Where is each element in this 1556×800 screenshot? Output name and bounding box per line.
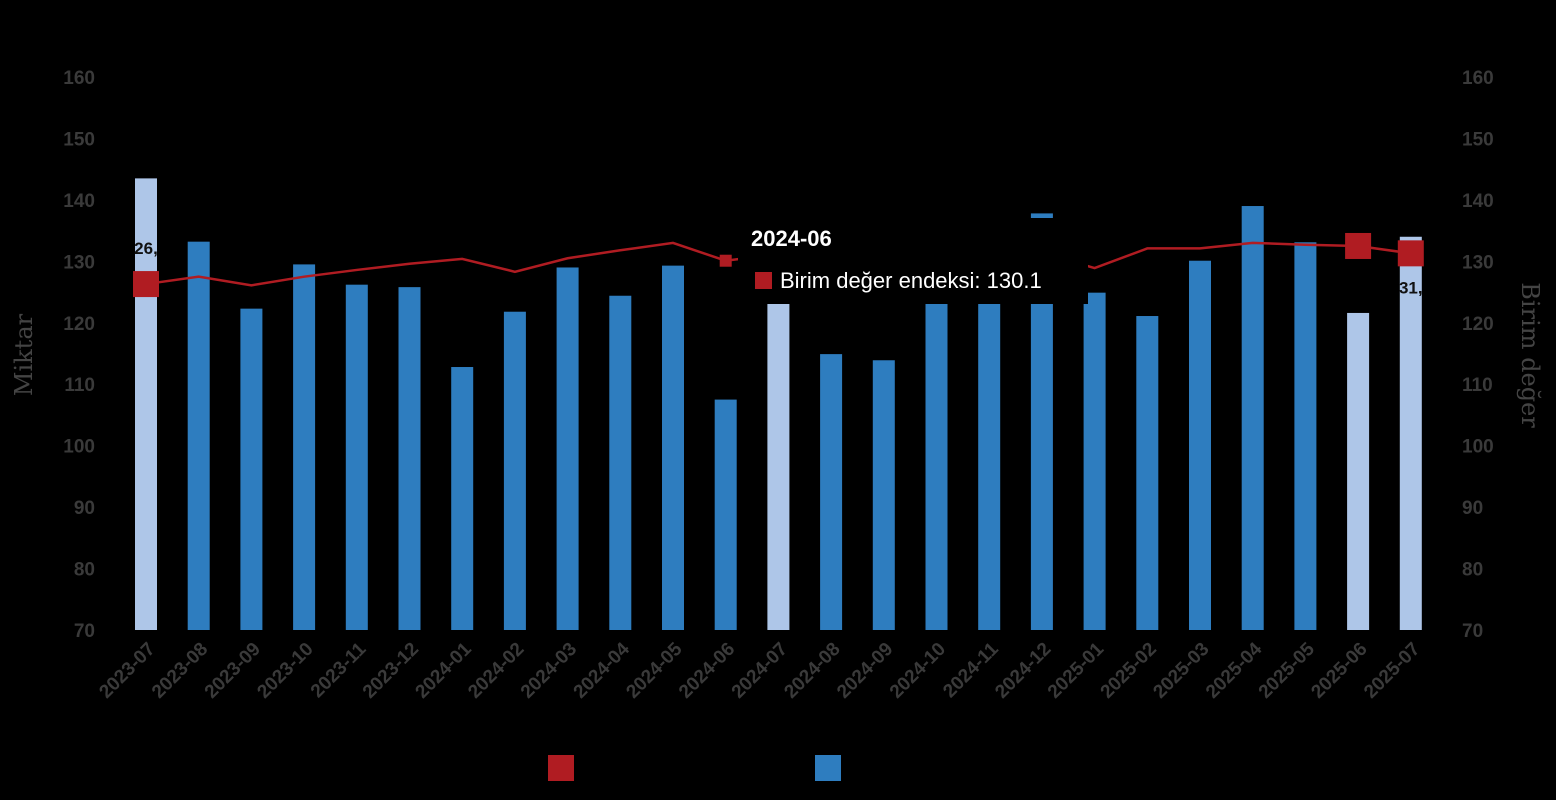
bar-2024-08 (820, 354, 843, 630)
y-right-tick-label: 150 (1462, 129, 1494, 150)
legend-swatch-bar[interactable] (815, 755, 841, 781)
x-tick-label: 2025-06 (1307, 639, 1371, 703)
x-tick-label: 2024-01 (412, 638, 476, 702)
x-tick-label: 2023-09 (201, 639, 265, 703)
line-marker-2024-06 (719, 254, 732, 267)
x-tick-label: 2024-05 (622, 638, 686, 702)
y-left-tick-label: 80 (74, 560, 95, 581)
tooltip-value: Birim değer endeksi: 130.1 (780, 268, 1042, 293)
x-tick-label: 2024-11 (939, 638, 1003, 702)
tooltip-series-swatch (755, 272, 772, 289)
x-tick-label: 2024-02 (464, 639, 528, 703)
x-tick-label: 2025-04 (1202, 638, 1266, 702)
y-left-tick-label: 100 (63, 437, 95, 458)
tooltip-title: 2024-06 (751, 226, 832, 251)
bar-2024-09 (872, 360, 895, 630)
bar-2024-10 (925, 298, 948, 630)
bar-2025-02 (1136, 316, 1159, 630)
y-left-tick-label: 120 (63, 314, 95, 335)
x-axis-ticks: 2023-072023-082023-092023-102023-112023-… (95, 638, 1424, 702)
y-right-tick-label: 120 (1462, 314, 1494, 335)
bar-2023-09 (240, 308, 263, 630)
bar-2024-04 (609, 295, 632, 630)
x-tick-label: 2025-07 (1360, 639, 1424, 703)
x-tick-label: 2024-07 (728, 639, 792, 703)
chart-tooltip: 2024-06 Birim değer endeksi: 130.1 (738, 218, 1088, 304)
bar-2023-11 (345, 284, 368, 630)
y-right-tick-label: 80 (1462, 560, 1483, 581)
y-left-tick-label: 70 (74, 621, 95, 642)
bar-2025-05 (1294, 242, 1317, 630)
y-left-tick-label: 110 (64, 375, 95, 396)
y-left-tick-label: 90 (74, 498, 95, 519)
x-tick-label: 2023-08 (148, 639, 212, 703)
bar-2023-08 (187, 241, 210, 630)
bar-2025-03 (1189, 260, 1211, 630)
y-left-tick-label: 160 (63, 68, 95, 89)
x-tick-label: 2024-06 (675, 639, 739, 703)
x-tick-label: 2023-07 (95, 639, 159, 703)
x-tick-label: 2023-12 (359, 639, 423, 703)
x-tick-label: 2025-01 (1044, 638, 1108, 702)
y-right-tick-label: 90 (1462, 498, 1483, 519)
x-tick-label: 2025-03 (1149, 639, 1213, 703)
right-axis-title: Birim değer (1516, 282, 1544, 428)
bar-2024-07 (767, 292, 790, 630)
left-axis-title: Miktar (10, 313, 38, 396)
x-tick-label: 2024-10 (886, 639, 950, 703)
bar-2023-12 (398, 287, 421, 630)
left-axis-ticks: 70 80 90 100 110 120 130 140 150 160 (63, 68, 95, 642)
bar-2024-11 (978, 292, 1001, 630)
bar-2023-10 (293, 264, 316, 630)
right-axis-ticks: 70 80 90 100 110 120 130 140 150 160 (1462, 68, 1494, 642)
y-right-tick-label: 100 (1462, 437, 1494, 458)
bar-2025-07 (1399, 236, 1422, 630)
bar-2024-01 (451, 367, 474, 630)
legend-swatch-line[interactable] (548, 755, 574, 781)
bar-2024-06 (714, 399, 737, 630)
bar-2024-05 (662, 265, 684, 630)
y-left-tick-label: 150 (63, 129, 95, 150)
line-marker-2025-06 (1345, 232, 1372, 259)
y-right-tick-label: 130 (1462, 252, 1494, 273)
x-tick-label: 2024-08 (780, 639, 844, 703)
x-tick-label: 2024-12 (991, 639, 1055, 703)
bar-2024-03 (556, 267, 579, 630)
y-right-tick-label: 140 (1462, 191, 1494, 212)
line-marker-2025-07 (1397, 240, 1424, 267)
data-label-2023-07: 26, (134, 239, 158, 258)
bar-2024-12 (1030, 213, 1053, 630)
bar-2025-01 (1083, 292, 1106, 630)
x-tick-label: 2025-05 (1255, 638, 1319, 702)
bar-2024-02 (503, 311, 526, 630)
bar-2025-04 (1241, 206, 1264, 631)
y-left-tick-label: 140 (63, 191, 95, 212)
x-tick-label: 2024-04 (570, 638, 634, 702)
data-label-2025-07: 31, (1399, 278, 1423, 297)
line-marker-2023-07 (133, 271, 159, 298)
bar-2025-06 (1347, 312, 1370, 630)
y-right-tick-label: 160 (1462, 68, 1494, 89)
x-tick-label: 2023-11 (307, 638, 371, 702)
x-tick-label: 2024-09 (833, 639, 897, 703)
y-left-tick-label: 130 (63, 252, 95, 273)
x-tick-label: 2023-10 (253, 639, 317, 703)
x-tick-label: 2025-02 (1097, 639, 1161, 703)
x-tick-label: 2024-03 (517, 639, 581, 703)
y-right-tick-label: 70 (1462, 621, 1483, 642)
bar-series (135, 178, 1422, 631)
y-right-tick-label: 110 (1462, 375, 1493, 396)
